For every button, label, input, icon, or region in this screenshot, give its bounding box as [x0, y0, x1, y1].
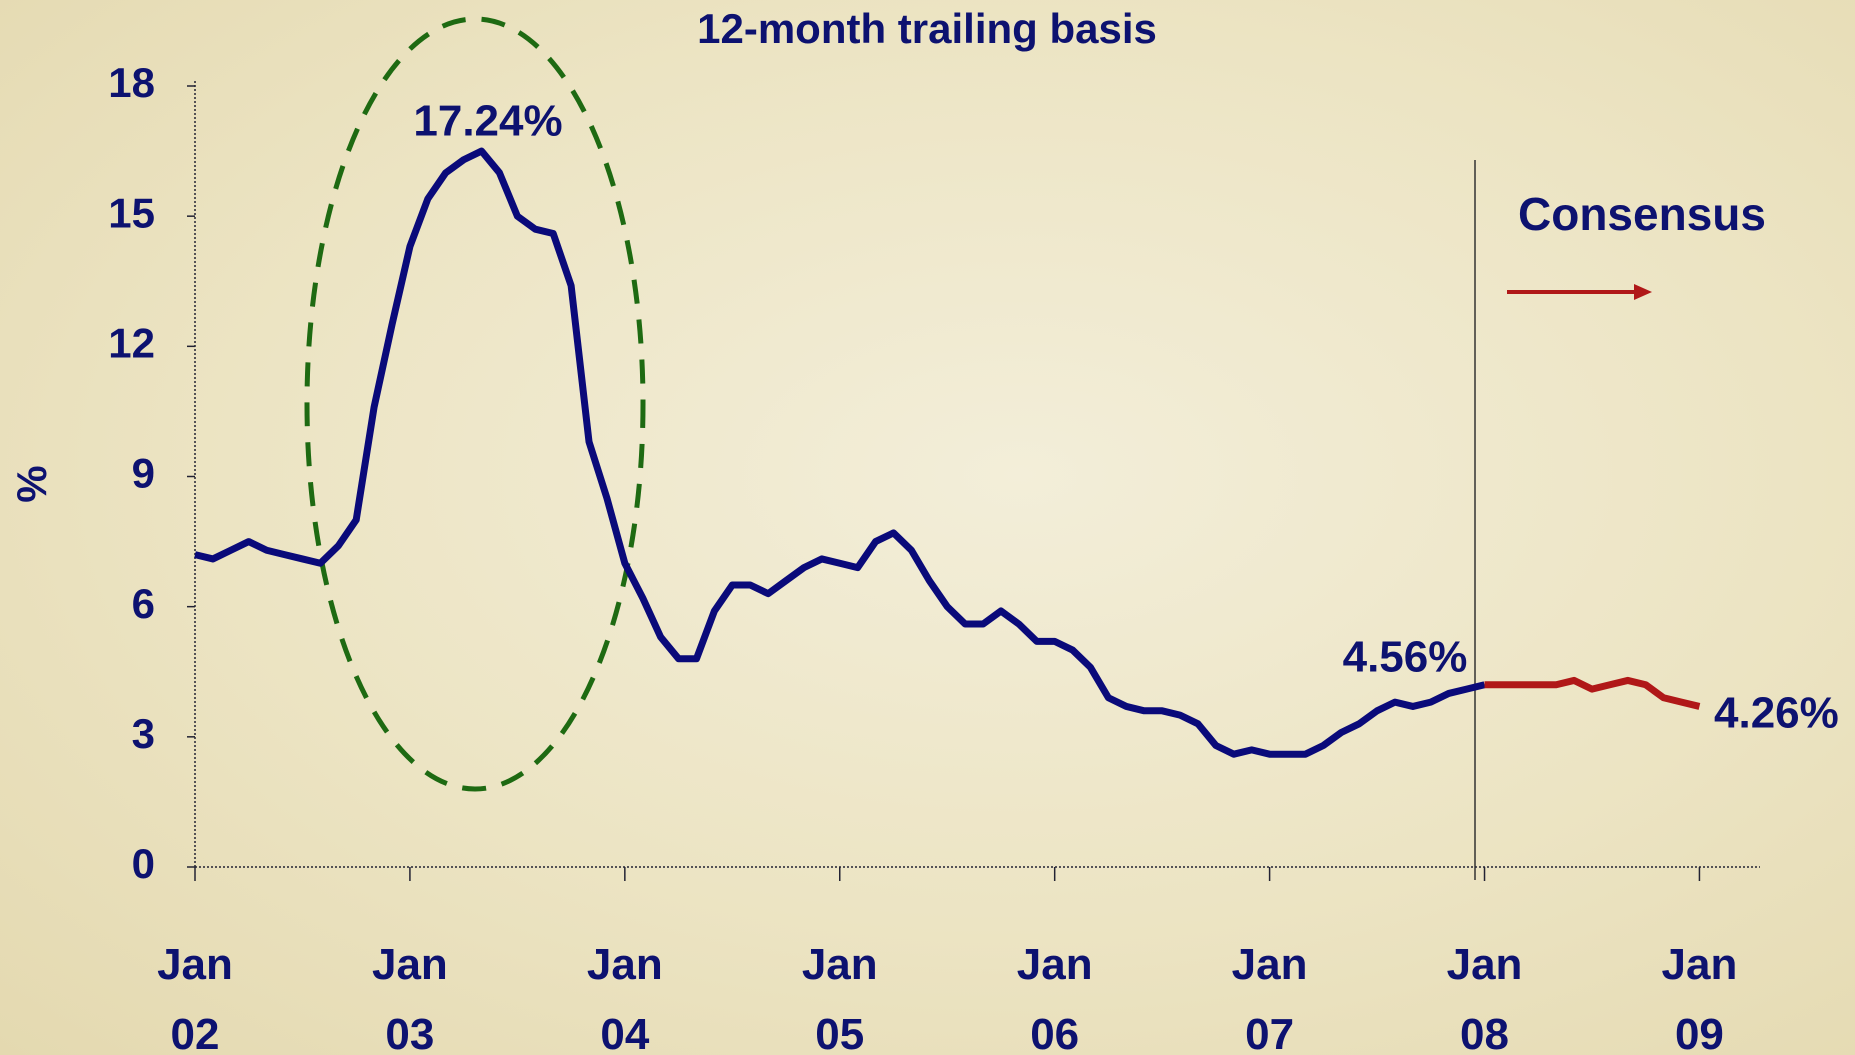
y-tick-label: 3	[132, 710, 155, 757]
annotation: Consensus	[1518, 188, 1766, 240]
chart-title: 12-month trailing basis	[697, 5, 1157, 52]
plot: 12-month trailing basis % 17.24% 4.56% 4…	[0, 0, 1855, 1055]
y-tick-label: 12	[108, 319, 155, 366]
annotation: 4.56%	[1343, 633, 1468, 682]
annotation: 4.26%	[1714, 689, 1839, 738]
x-tick-label: Jan 05	[790, 930, 890, 1055]
y-tick-label: 9	[132, 450, 155, 497]
chart: 12-month trailing basis % 17.24% 4.56% 4…	[0, 0, 1855, 1055]
x-tick-label: Jan 09	[1649, 930, 1749, 1055]
arrow-head	[1634, 284, 1652, 300]
y-axis-label: %	[8, 465, 55, 502]
x-tick-label: Jan 08	[1435, 930, 1535, 1055]
y-tick-label: 6	[132, 580, 155, 627]
x-tick-label: Jan 04	[575, 930, 675, 1055]
x-tick-label: Jan 02	[145, 930, 245, 1055]
series-line	[195, 151, 1485, 754]
y-tick-label: 0	[132, 840, 155, 887]
x-tick-label: Jan 06	[1005, 930, 1105, 1055]
series-line	[1485, 680, 1700, 706]
y-tick-label: 18	[108, 59, 155, 106]
y-tick-label: 15	[108, 189, 155, 236]
annotation: 17.24%	[413, 97, 562, 146]
x-tick-label: Jan 03	[360, 930, 460, 1055]
x-tick-label: Jan 07	[1220, 930, 1320, 1055]
